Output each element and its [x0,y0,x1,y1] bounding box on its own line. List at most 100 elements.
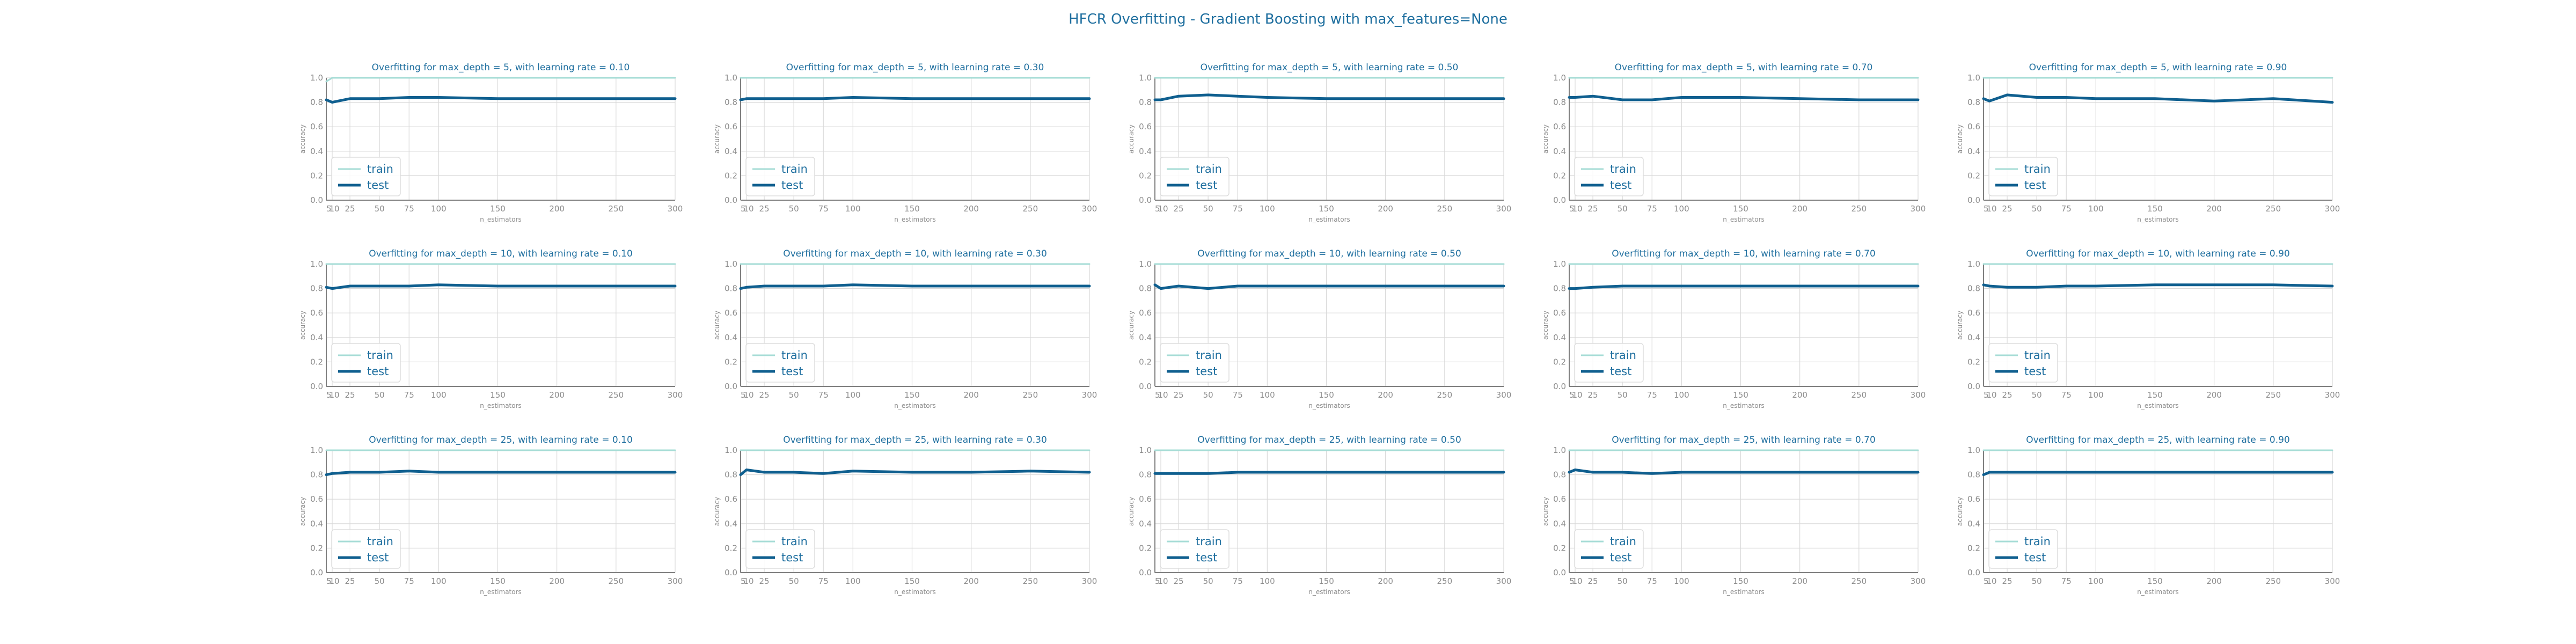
x-tick-label: 200 [1378,390,1393,400]
subplot-3: Overfitting for max_depth = 5, with lear… [1128,62,1511,223]
legend-label-test: test [781,551,803,564]
y-tick-label: 1.0 [1967,73,1980,83]
subplot-7: Overfitting for max_depth = 10, with lea… [713,248,1097,409]
x-tick-label: 75 [404,204,414,214]
x-tick-label: 25 [1588,204,1598,214]
series-line-test [1568,469,1920,475]
y-tick-label: 0.6 [1553,122,1566,131]
y-tick-label: 0.0 [1553,195,1566,205]
x-tick-label: 200 [1378,204,1393,214]
x-tick-label: 300 [1496,390,1512,400]
subplot-5: Overfitting for max_depth = 5, with lear… [1956,62,2340,223]
subplot-grid: Overfitting for max_depth = 5, with lear… [299,62,2340,596]
y-tick-label: 0.2 [1967,171,1980,180]
x-tick-label: 50 [2032,204,2042,214]
x-tick-label: 150 [1733,576,1748,586]
y-tick-label: 0.8 [724,98,737,107]
x-tick-label: 100 [1674,390,1689,400]
y-tick-label: 0.2 [724,171,737,180]
y-tick-label: 0.4 [724,333,737,342]
x-axis-label: n_estimators [1308,588,1350,596]
x-tick-label: 25 [345,576,355,586]
series-line-test [1982,471,2334,477]
legend-label-test: test [2024,365,2046,378]
legend-label-test: test [367,365,389,378]
y-tick-label: 0.6 [1553,494,1566,504]
subplot-title: Overfitting for max_depth = 25, with lea… [1197,435,1461,445]
x-axis-label: n_estimators [1723,588,1765,596]
subplot-title: Overfitting for max_depth = 10, with lea… [1197,248,1461,259]
y-tick-label: 1.0 [310,73,323,83]
x-tick-label: 250 [1851,576,1867,586]
x-axis-label: n_estimators [480,402,522,409]
y-tick-label: 0.0 [310,382,323,391]
series-line-test [1982,283,2334,289]
x-tick-label: 25 [2002,204,2012,214]
x-tick-label: 25 [759,390,770,400]
x-tick-label: 250 [1023,204,1038,214]
x-tick-label: 150 [1733,390,1748,400]
y-axis-label: accuracy [1128,497,1135,526]
x-axis-label: n_estimators [480,588,522,596]
subplot-title: Overfitting for max_depth = 5, with lear… [372,62,630,73]
x-tick-label: 5 [741,204,746,214]
legend-label-train: train [781,349,808,362]
x-tick-label: 75 [1233,576,1243,586]
x-tick-label: 100 [2088,204,2104,214]
y-tick-label: 0.6 [724,494,737,504]
x-tick-label: 150 [904,576,920,586]
x-tick-label: 75 [2061,390,2072,400]
x-tick-label: 10 [329,576,339,586]
x-tick-label: 75 [1233,204,1243,214]
y-tick-label: 0.0 [724,195,737,205]
y-tick-label: 0.2 [1553,357,1566,367]
y-tick-label: 0.8 [1553,98,1566,107]
y-tick-label: 0.4 [1139,147,1152,156]
subplot-title: Overfitting for max_depth = 25, with lea… [369,435,633,445]
legend-label-test: test [2024,551,2046,564]
legend-label-test: test [1196,365,1217,378]
y-tick-label: 1.0 [1139,259,1152,269]
x-tick-label: 200 [549,576,565,586]
y-tick-label: 0.8 [310,470,323,480]
x-tick-label: 150 [1319,576,1334,586]
x-tick-label: 10 [329,204,339,214]
x-tick-label: 25 [1588,390,1598,400]
x-tick-label: 250 [1851,204,1867,214]
y-tick-label: 1.0 [724,445,737,455]
x-tick-label: 100 [2088,390,2104,400]
subplot-title: Overfitting for max_depth = 10, with lea… [1612,248,1876,259]
y-tick-label: 0.6 [1967,122,1980,131]
x-tick-label: 300 [1082,576,1097,586]
x-tick-label: 50 [1203,390,1213,400]
legend: train test [1160,529,1230,569]
y-tick-label: 1.0 [724,73,737,83]
x-tick-label: 10 [743,576,753,586]
y-tick-label: 1.0 [1553,445,1566,455]
x-tick-label: 150 [490,390,506,400]
legend-label-test: test [1196,179,1217,192]
x-tick-label: 5 [1984,390,1989,400]
y-axis-label: accuracy [1956,311,1964,340]
x-tick-label: 250 [1437,390,1453,400]
x-tick-label: 250 [1023,576,1038,586]
series-line-test [739,283,1091,290]
x-tick-label: 50 [789,390,799,400]
y-tick-label: 0.4 [1553,519,1566,529]
x-tick-label: 100 [1674,204,1689,214]
x-axis-label: n_estimators [2137,402,2179,409]
x-tick-label: 5 [326,576,332,586]
x-tick-label: 75 [404,576,414,586]
x-axis-label: n_estimators [1308,402,1350,409]
legend: train test [1574,343,1644,383]
x-tick-label: 100 [845,576,861,586]
x-tick-label: 300 [1496,204,1512,214]
x-tick-label: 75 [404,390,414,400]
x-tick-label: 200 [963,390,979,400]
x-tick-label: 25 [2002,576,2012,586]
y-tick-label: 1.0 [310,259,323,269]
y-tick-label: 1.0 [1139,445,1152,455]
series-line-train [325,77,676,83]
x-tick-label: 100 [1260,576,1275,586]
subplot-6: Overfitting for max_depth = 10, with lea… [299,248,683,409]
